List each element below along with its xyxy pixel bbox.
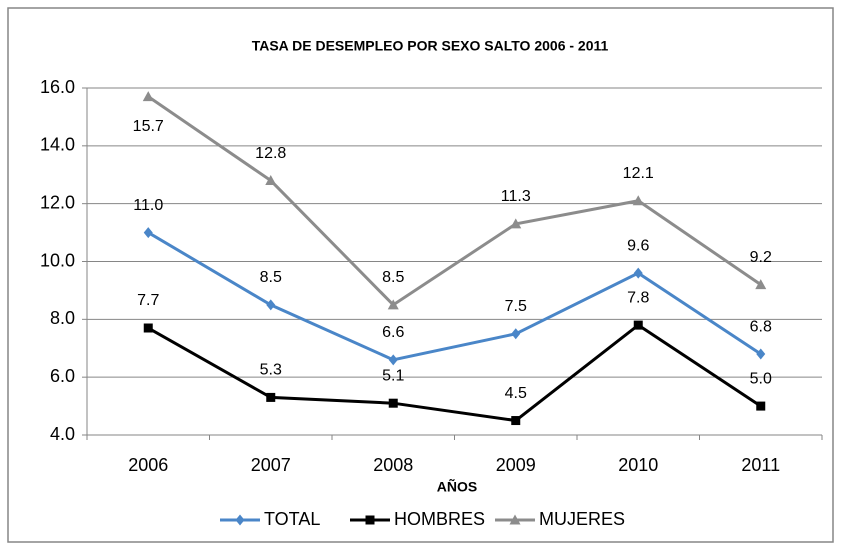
data-label: 12.8 (255, 145, 286, 162)
x-tick-label: 2010 (618, 455, 658, 475)
y-tick-label: 14.0 (40, 135, 75, 155)
data-label: 6.8 (750, 318, 772, 335)
data-label: 5.3 (260, 362, 282, 379)
data-label: 7.7 (137, 292, 159, 309)
legend-label: MUJERES (539, 509, 625, 529)
data-label: 7.8 (627, 289, 649, 306)
data-label: 7.5 (505, 298, 527, 315)
data-label: 11.3 (501, 188, 531, 205)
data-point (266, 392, 276, 402)
data-label: 5.1 (382, 367, 404, 384)
data-label: 8.5 (260, 269, 282, 286)
y-tick-label: 10.0 (40, 250, 75, 270)
x-tick-label: 2011 (741, 455, 780, 475)
data-label: 12.1 (623, 165, 654, 182)
y-tick-label: 8.0 (50, 308, 75, 328)
data-point (511, 328, 521, 340)
data-point (755, 279, 767, 290)
data-point (266, 299, 276, 311)
data-label: 6.6 (382, 324, 404, 341)
legend-marker (235, 514, 245, 526)
data-label: 9.6 (627, 237, 649, 254)
data-label: 4.5 (505, 385, 527, 402)
data-point (510, 218, 522, 229)
legend-marker (365, 515, 375, 525)
x-axis-title: AÑOS (437, 478, 477, 495)
y-tick-label: 6.0 (50, 366, 75, 386)
series: 15.7 12.8 8.5 11.3 12.1 9.2 (133, 91, 772, 310)
legend-item: TOTAL (220, 509, 320, 529)
data-point (143, 323, 153, 333)
y-tick-label: 16.0 (40, 77, 75, 97)
x-tick-label: 2009 (496, 455, 536, 475)
data-label: 5.0 (750, 370, 772, 387)
series-line (147, 323, 762, 423)
series: 7.7 5.3 5.1 4.5 7.8 5.0 (137, 289, 772, 426)
data-label: 15.7 (133, 118, 164, 135)
legend-item: HOMBRES (350, 509, 485, 529)
series-line (147, 231, 762, 362)
legend-item: MUJERES (495, 509, 625, 529)
series: 11.0 8.5 6.6 7.5 9.6 6.8 (133, 197, 772, 366)
data-point (511, 416, 521, 426)
data-point (756, 401, 766, 411)
data-point (756, 348, 766, 360)
x-tick-label: 2008 (373, 455, 413, 475)
data-point (633, 320, 643, 330)
data-point (632, 195, 644, 206)
legend-marker (509, 514, 521, 525)
y-tick-label: 12.0 (40, 192, 75, 212)
data-point (633, 267, 643, 279)
x-tick-label: 2007 (251, 455, 291, 475)
data-label: 9.2 (750, 249, 772, 266)
data-label: 8.5 (382, 269, 404, 286)
data-point (388, 398, 398, 408)
data-point (143, 227, 153, 239)
data-point (387, 299, 399, 310)
data-label: 11.0 (133, 197, 163, 214)
series-line (147, 95, 762, 307)
x-tick-label: 2006 (128, 455, 168, 475)
y-tick-label: 4.0 (50, 424, 75, 444)
legend-label: HOMBRES (394, 509, 485, 529)
data-point (142, 91, 154, 102)
data-point (265, 175, 277, 186)
legend-label: TOTAL (264, 509, 320, 529)
data-point (388, 354, 398, 366)
chart-title: TASA DE DESEMPLEO POR SEXO SALTO 2006 - … (252, 38, 609, 54)
